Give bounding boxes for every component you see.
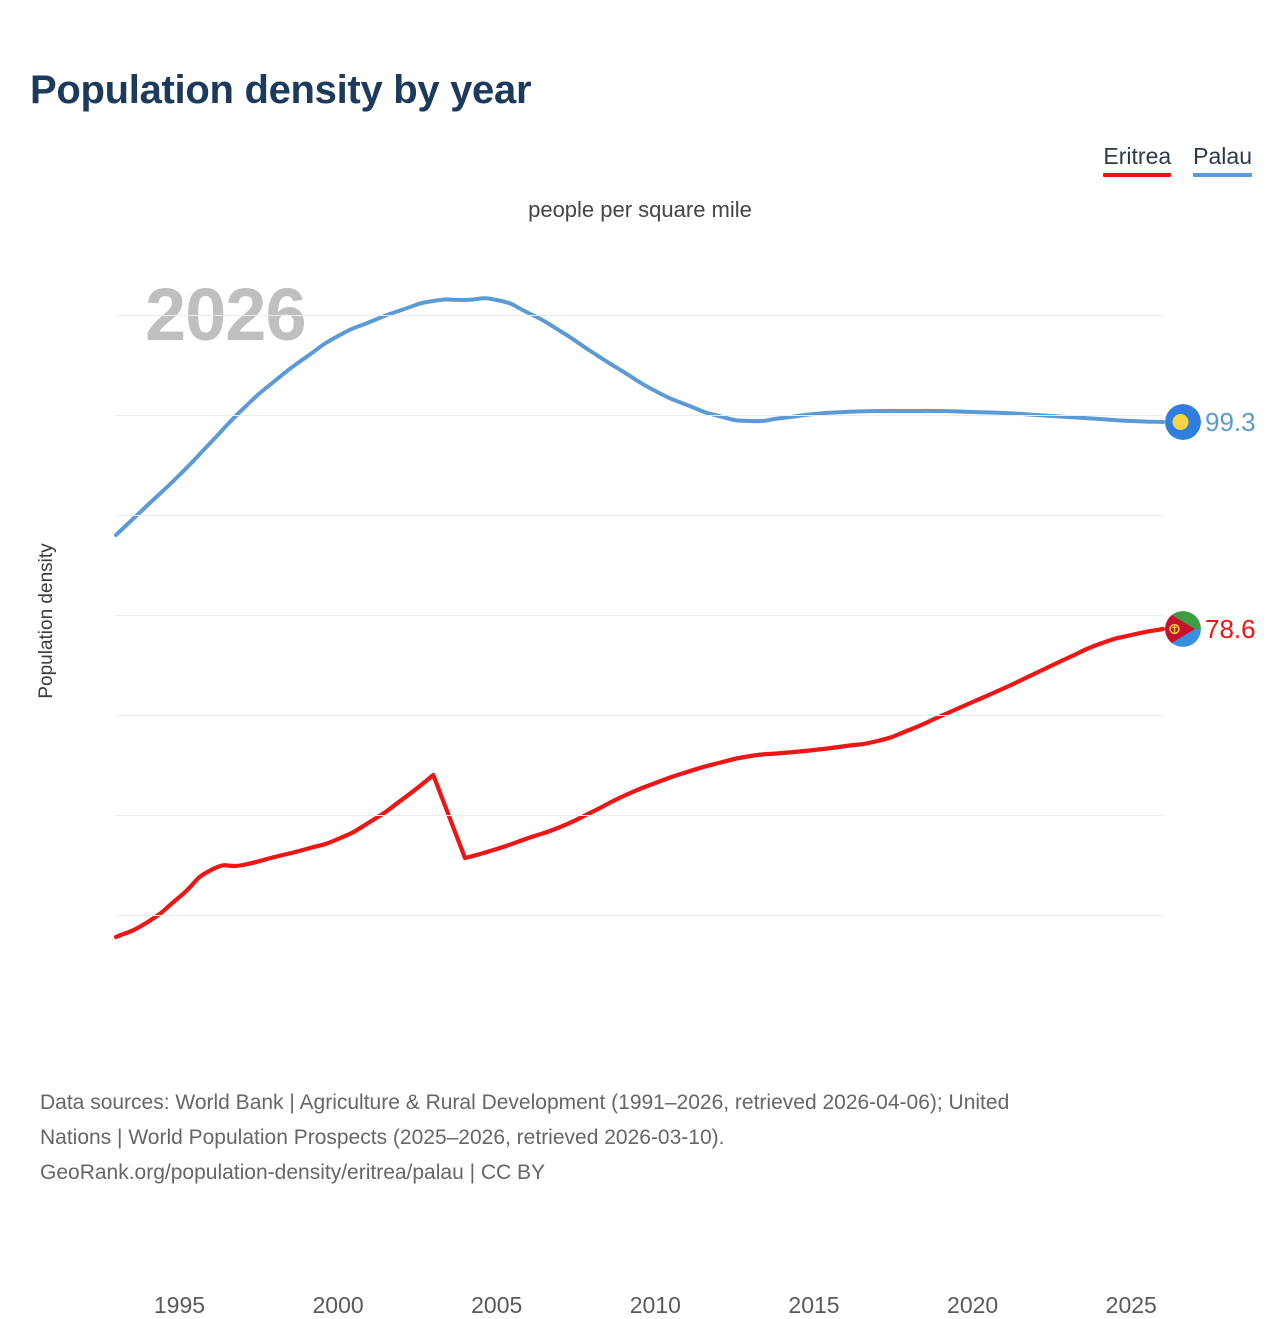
gridline xyxy=(116,315,1163,316)
legend-label-eritrea: Eritrea xyxy=(1103,143,1172,169)
legend-swatch-palau xyxy=(1193,173,1252,177)
gridline xyxy=(116,915,1163,916)
legend-item-eritrea[interactable]: Eritrea xyxy=(1103,143,1172,177)
endpoint-value-palau: 99.3 xyxy=(1205,407,1256,437)
endpoint-flag-marker-palau[interactable] xyxy=(1165,404,1201,440)
endpoint-value-eritrea: 78.6 xyxy=(1205,614,1256,644)
x-axis-tick-label: 2000 xyxy=(312,1292,364,1318)
gridline xyxy=(116,415,1163,416)
series-lines xyxy=(113,296,1166,940)
page-title: Population density by year xyxy=(30,68,532,112)
gridline xyxy=(116,615,1163,616)
plot-area: 5060708090100110199520002005201020152020… xyxy=(113,280,1256,1318)
chart-subtitle: people per square mile xyxy=(528,197,752,222)
x-axis-tick-label: 1995 xyxy=(153,1292,206,1318)
year-watermark: 2026 xyxy=(145,273,307,356)
line-series-eritrea xyxy=(113,626,1166,940)
endpoint-flag-marker-eritrea[interactable] xyxy=(1165,611,1201,647)
gridline xyxy=(116,815,1163,816)
x-axis-tick-label: 2025 xyxy=(1105,1292,1157,1318)
footer-line-3: GeoRank.org/population-density/eritrea/p… xyxy=(40,1161,546,1184)
x-axis-tick-label: 2020 xyxy=(947,1292,999,1318)
legend-swatch-eritrea xyxy=(1103,173,1172,177)
chart-legend: Eritrea Palau xyxy=(1103,144,1252,177)
x-axis-tick-label: 2015 xyxy=(788,1292,840,1318)
legend-label-palau: Palau xyxy=(1193,143,1252,169)
legend-item-palau[interactable]: Palau xyxy=(1193,144,1252,177)
footer-line-1: Data sources: World Bank | Agriculture &… xyxy=(40,1091,1010,1114)
y-axis-title: Population density xyxy=(36,543,57,699)
chart-container: Population density by year Eritrea Palau… xyxy=(30,68,1256,1318)
x-axis-tick-label: 2005 xyxy=(471,1292,523,1318)
chart-footer: Data sources: World Bank | Agriculture &… xyxy=(40,1085,1255,1190)
x-axis-tick-label: 2010 xyxy=(629,1292,681,1318)
gridline xyxy=(116,715,1163,716)
footer-line-2: Nations | World Population Prospects (20… xyxy=(40,1126,725,1149)
line-series-palau xyxy=(114,296,1165,537)
gridline xyxy=(116,515,1163,516)
